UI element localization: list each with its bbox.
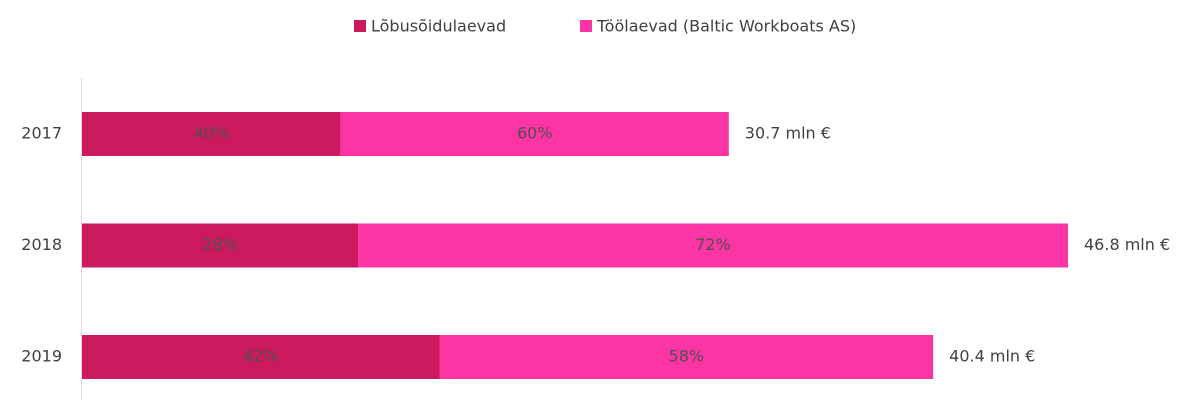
data-label: 28% — [202, 235, 238, 254]
bar-segment — [439, 335, 934, 379]
bar-segment — [358, 223, 1069, 268]
total-label: 30.7 mln € — [745, 124, 831, 143]
data-label: 40% — [194, 124, 230, 143]
bar-segment — [340, 112, 729, 156]
data-label: 42% — [243, 347, 279, 366]
total-label: 46.8 mln € — [1084, 235, 1170, 254]
y-tick-label: 2017 — [21, 124, 62, 143]
bar-segment — [82, 223, 359, 268]
legend-swatch — [354, 20, 366, 32]
legend-label: Töölaevad (Baltic Workboats AS) — [596, 17, 856, 36]
legend-label: Lõbusõidulaevad — [371, 17, 506, 36]
data-label: 60% — [517, 124, 553, 143]
y-tick-label: 2018 — [21, 235, 62, 254]
bar-segment — [82, 335, 440, 379]
legend-swatch — [580, 20, 592, 32]
data-label: 58% — [669, 347, 705, 366]
y-tick-label: 2019 — [21, 347, 62, 366]
data-label: 72% — [695, 235, 731, 254]
bar-segment — [82, 112, 341, 156]
total-label: 40.4 mln € — [949, 347, 1035, 366]
